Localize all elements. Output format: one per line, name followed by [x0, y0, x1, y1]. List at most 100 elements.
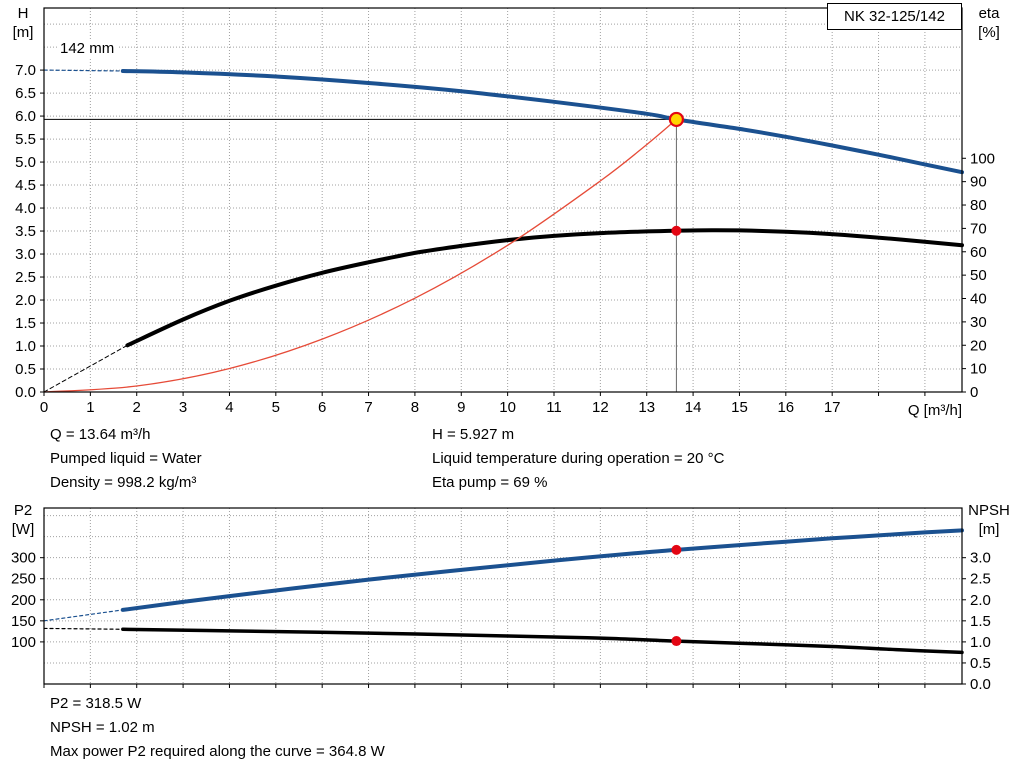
left-tick-label: 7.0 [15, 62, 36, 79]
right-tick-label: 60 [970, 244, 987, 261]
right-tick-label: 20 [970, 337, 987, 354]
left-tick-label: 1.5 [15, 315, 36, 332]
right-tick-label: 50 [970, 267, 987, 284]
flow-text: Q = 13.64 m³/h [50, 426, 151, 443]
duty-point-eta [671, 225, 682, 236]
eta-axis-title: eta [%] [964, 4, 1014, 42]
h-axis-symbol: H [17, 5, 29, 22]
right-tick-label: 2.0 [970, 592, 991, 609]
x-tick-label: 8 [411, 399, 419, 416]
x-tick-label: 15 [731, 399, 748, 416]
p2-axis-symbol: P2 [13, 502, 33, 519]
p2-axis-unit: [W] [11, 521, 35, 538]
pump-model-box: NK 32-125/142 [827, 3, 962, 30]
p2-curve [120, 528, 964, 612]
right-tick-label: 0.0 [970, 676, 991, 693]
x-tick-label: 10 [499, 399, 516, 416]
left-tick-label: 250 [11, 571, 36, 588]
eta-axis-symbol: eta [978, 5, 1000, 22]
max-power-text: Max power P2 required along the curve = … [50, 743, 385, 760]
left-tick-label: 100 [11, 634, 36, 651]
left-tick-label: 150 [11, 613, 36, 630]
right-tick-label: 30 [970, 314, 987, 331]
left-tick-label: 3.0 [15, 246, 36, 263]
left-tick-label: 0.0 [15, 384, 36, 401]
temperature-text: Liquid temperature during operation = 20… [432, 450, 725, 467]
impeller-size-label: 142 mm [57, 39, 118, 58]
duty-point-head [668, 111, 685, 128]
left-tick-label: 4.5 [15, 177, 36, 194]
x-tick-label: 13 [638, 399, 655, 416]
left-tick-label: 5.5 [15, 131, 36, 148]
x-tick-label: 4 [225, 399, 233, 416]
left-tick-label: 4.0 [15, 200, 36, 217]
left-tick-label: 3.5 [15, 223, 36, 240]
x-tick-label: 1 [86, 399, 94, 416]
x-tick-label: 7 [364, 399, 372, 416]
right-tick-label: 3.0 [970, 550, 991, 567]
left-tick-label: 6.0 [15, 108, 36, 125]
operating-data-left: Q = 13.64 m³/h Pumped liquid = Water Den… [50, 423, 202, 495]
right-tick-label: 40 [970, 291, 987, 308]
pump-model-label: NK 32-125/142 [844, 8, 945, 25]
npsh-curve-dashed [43, 627, 124, 630]
x-tick-label: 12 [592, 399, 609, 416]
npsh-axis-unit: [m] [978, 521, 1000, 538]
duty-point-npsh [671, 636, 682, 647]
left-tick-label: 2.0 [15, 292, 36, 309]
right-tick-label: 10 [970, 361, 987, 378]
npsh-axis-symbol: NPSH [968, 502, 1010, 519]
operating-data-right: H = 5.927 m Liquid temperature during op… [432, 423, 724, 495]
liquid-text: Pumped liquid = Water [50, 450, 202, 467]
left-tick-label: 300 [11, 550, 36, 567]
left-tick-label: 5.0 [15, 154, 36, 171]
plot-frame [43, 7, 963, 393]
x-tick-label: 0 [40, 399, 48, 416]
p2-axis-title: P2 [W] [4, 501, 42, 539]
head-text: H = 5.927 m [432, 426, 515, 443]
left-tick-label: 200 [11, 592, 36, 609]
p2-curve-dashed [43, 609, 124, 622]
duty-point-p2 [671, 544, 682, 555]
plot-frame [43, 507, 963, 685]
right-tick-label: 100 [970, 150, 995, 167]
right-tick-label: 80 [970, 197, 987, 214]
npsh-text: NPSH = 1.02 m [50, 719, 155, 736]
x-tick-label: 9 [457, 399, 465, 416]
x-tick-label: 14 [685, 399, 702, 416]
npsh-curve [121, 627, 964, 655]
right-tick-label: 1.0 [970, 634, 991, 651]
efficiency-curve-dashed [43, 344, 128, 393]
left-tick-label: 6.5 [15, 85, 36, 102]
right-tick-label: 2.5 [970, 571, 991, 588]
head-curve-dashed [43, 69, 124, 72]
eta-axis-unit: [%] [978, 24, 1000, 41]
right-tick-label: 1.5 [970, 613, 991, 630]
left-tick-label: 2.5 [15, 269, 36, 286]
x-tick-label: 2 [133, 399, 141, 416]
density-text: Density = 998.2 kg/m³ [50, 474, 197, 491]
x-tick-label: 6 [318, 399, 326, 416]
h-axis-title: H [m] [4, 4, 42, 42]
right-tick-label: 90 [970, 174, 987, 191]
x-tick-label: 16 [777, 399, 794, 416]
head-curve [120, 69, 964, 175]
left-tick-label: 1.0 [15, 338, 36, 355]
power-npsh-block: P2 = 318.5 W NPSH = 1.02 m Max power P2 … [50, 692, 385, 764]
x-tick-label: 11 [546, 399, 562, 416]
x-tick-label: 5 [272, 399, 280, 416]
x-tick-label: 17 [824, 399, 841, 416]
right-tick-label: 0 [970, 384, 978, 401]
power-text: P2 = 318.5 W [50, 695, 142, 712]
system-curve [43, 118, 678, 393]
q-axis-title: Q [m³/h] [907, 402, 962, 419]
h-axis-unit: [m] [12, 24, 34, 41]
right-tick-label: 70 [970, 220, 987, 237]
efficiency-text: Eta pump = 69 % [432, 474, 548, 491]
npsh-axis-title: NPSH [m] [958, 501, 1020, 539]
right-tick-label: 0.5 [970, 655, 991, 672]
x-tick-label: 3 [179, 399, 187, 416]
left-tick-label: 0.5 [15, 361, 36, 378]
